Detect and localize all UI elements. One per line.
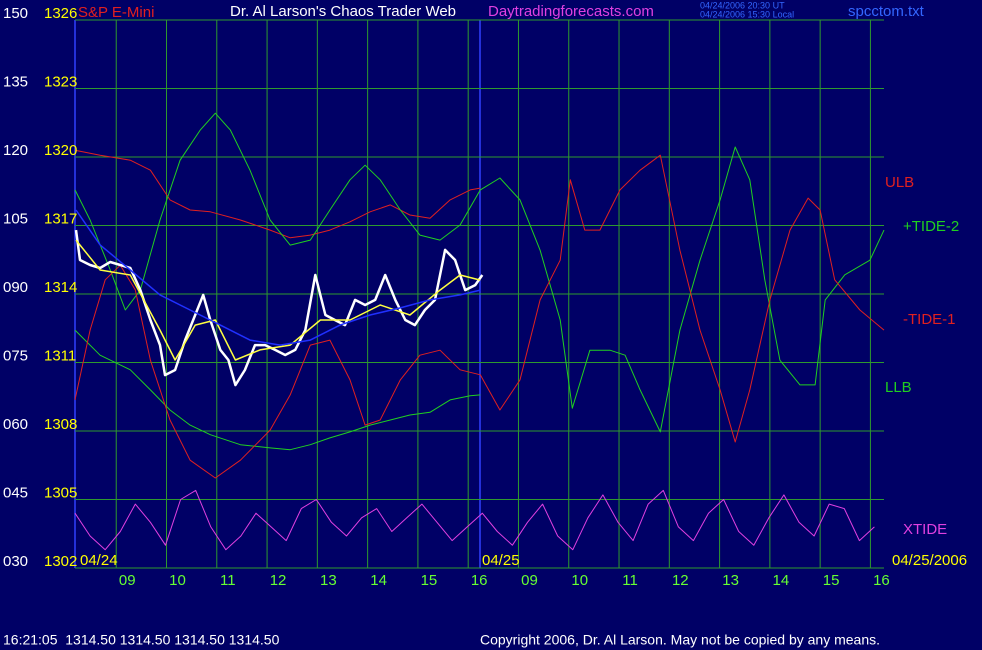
legend-entry: XTIDE <box>903 521 947 538</box>
y-tick-label: 045 <box>3 484 28 501</box>
date-label: 04/24 <box>80 552 118 569</box>
y2-tick-label: 1317 <box>44 210 77 227</box>
series-line <box>75 209 481 346</box>
date-label: 04/25 <box>482 552 520 569</box>
y-tick-label: 150 <box>3 5 28 22</box>
y2-tick-label: 1320 <box>44 142 77 159</box>
site: Daytradingforecasts.com <box>488 3 654 20</box>
time-ut: 04/24/2006 20:30 UT <box>700 0 785 10</box>
x-tick-label: 10 <box>571 572 588 589</box>
x-tick-label: 15 <box>823 572 840 589</box>
y-tick-label: 030 <box>3 553 28 570</box>
x-tick-label: 13 <box>320 572 337 589</box>
series-line <box>74 489 875 551</box>
y2-tick-label: 1323 <box>44 73 77 90</box>
y2-tick-label: 1308 <box>44 416 77 433</box>
y2-tick-label: 1314 <box>44 279 77 296</box>
y-tick-label: 135 <box>3 73 28 90</box>
series-line <box>74 229 484 387</box>
y-tick-label: 060 <box>3 416 28 433</box>
x-tick-label: 12 <box>672 572 689 589</box>
grid <box>75 19 884 569</box>
legend-entry: LLB <box>885 379 912 396</box>
y2-tick-label: 1305 <box>44 484 77 501</box>
date-label: 04/25/2006 <box>892 552 967 569</box>
series-line <box>75 239 481 361</box>
y-tick-label: 090 <box>3 279 28 296</box>
legend-entry: ULB <box>885 174 914 191</box>
y2-tick-label: 1311 <box>44 347 76 364</box>
legend-entry: -TIDE-1 <box>903 311 956 328</box>
series-line <box>74 154 885 479</box>
x-tick-label: 14 <box>773 572 790 589</box>
x-tick-label: 12 <box>270 572 287 589</box>
y2-tick-label: 1326 <box>44 5 77 22</box>
x-tick-label: 14 <box>370 572 387 589</box>
instrument: S&P E-Mini <box>78 4 154 21</box>
x-tick-label: 09 <box>119 572 136 589</box>
series-line <box>74 329 481 451</box>
time-local: 04/24/2006 15:30 Local <box>700 9 794 19</box>
x-tick-label: 16 <box>471 572 488 589</box>
legend-entry: +TIDE-2 <box>903 218 959 235</box>
copyright: Copyright 2006, Dr. Al Larson. May not b… <box>480 632 880 648</box>
file-name: spcctom.txt <box>848 3 925 20</box>
y2-tick-label: 1302 <box>44 553 77 570</box>
x-tick-label: 09 <box>521 572 538 589</box>
chart-title: Dr. Al Larson's Chaos Trader Web <box>230 3 456 20</box>
series-line <box>74 112 885 433</box>
series-line <box>74 149 481 239</box>
y-tick-label: 120 <box>3 142 28 159</box>
x-tick-label: 13 <box>722 572 739 589</box>
y-tick-label: 105 <box>3 210 28 227</box>
status-line: 16:21:05 1314.50 1314.50 1314.50 1314.50 <box>3 632 280 648</box>
y-tick-label: 075 <box>3 347 28 364</box>
x-tick-label: 15 <box>421 572 438 589</box>
plot <box>74 112 885 551</box>
x-tick-label: 11 <box>220 572 236 589</box>
x-tick-label: 16 <box>873 572 890 589</box>
x-tick-label: 11 <box>622 572 638 589</box>
x-tick-label: 10 <box>169 572 186 589</box>
